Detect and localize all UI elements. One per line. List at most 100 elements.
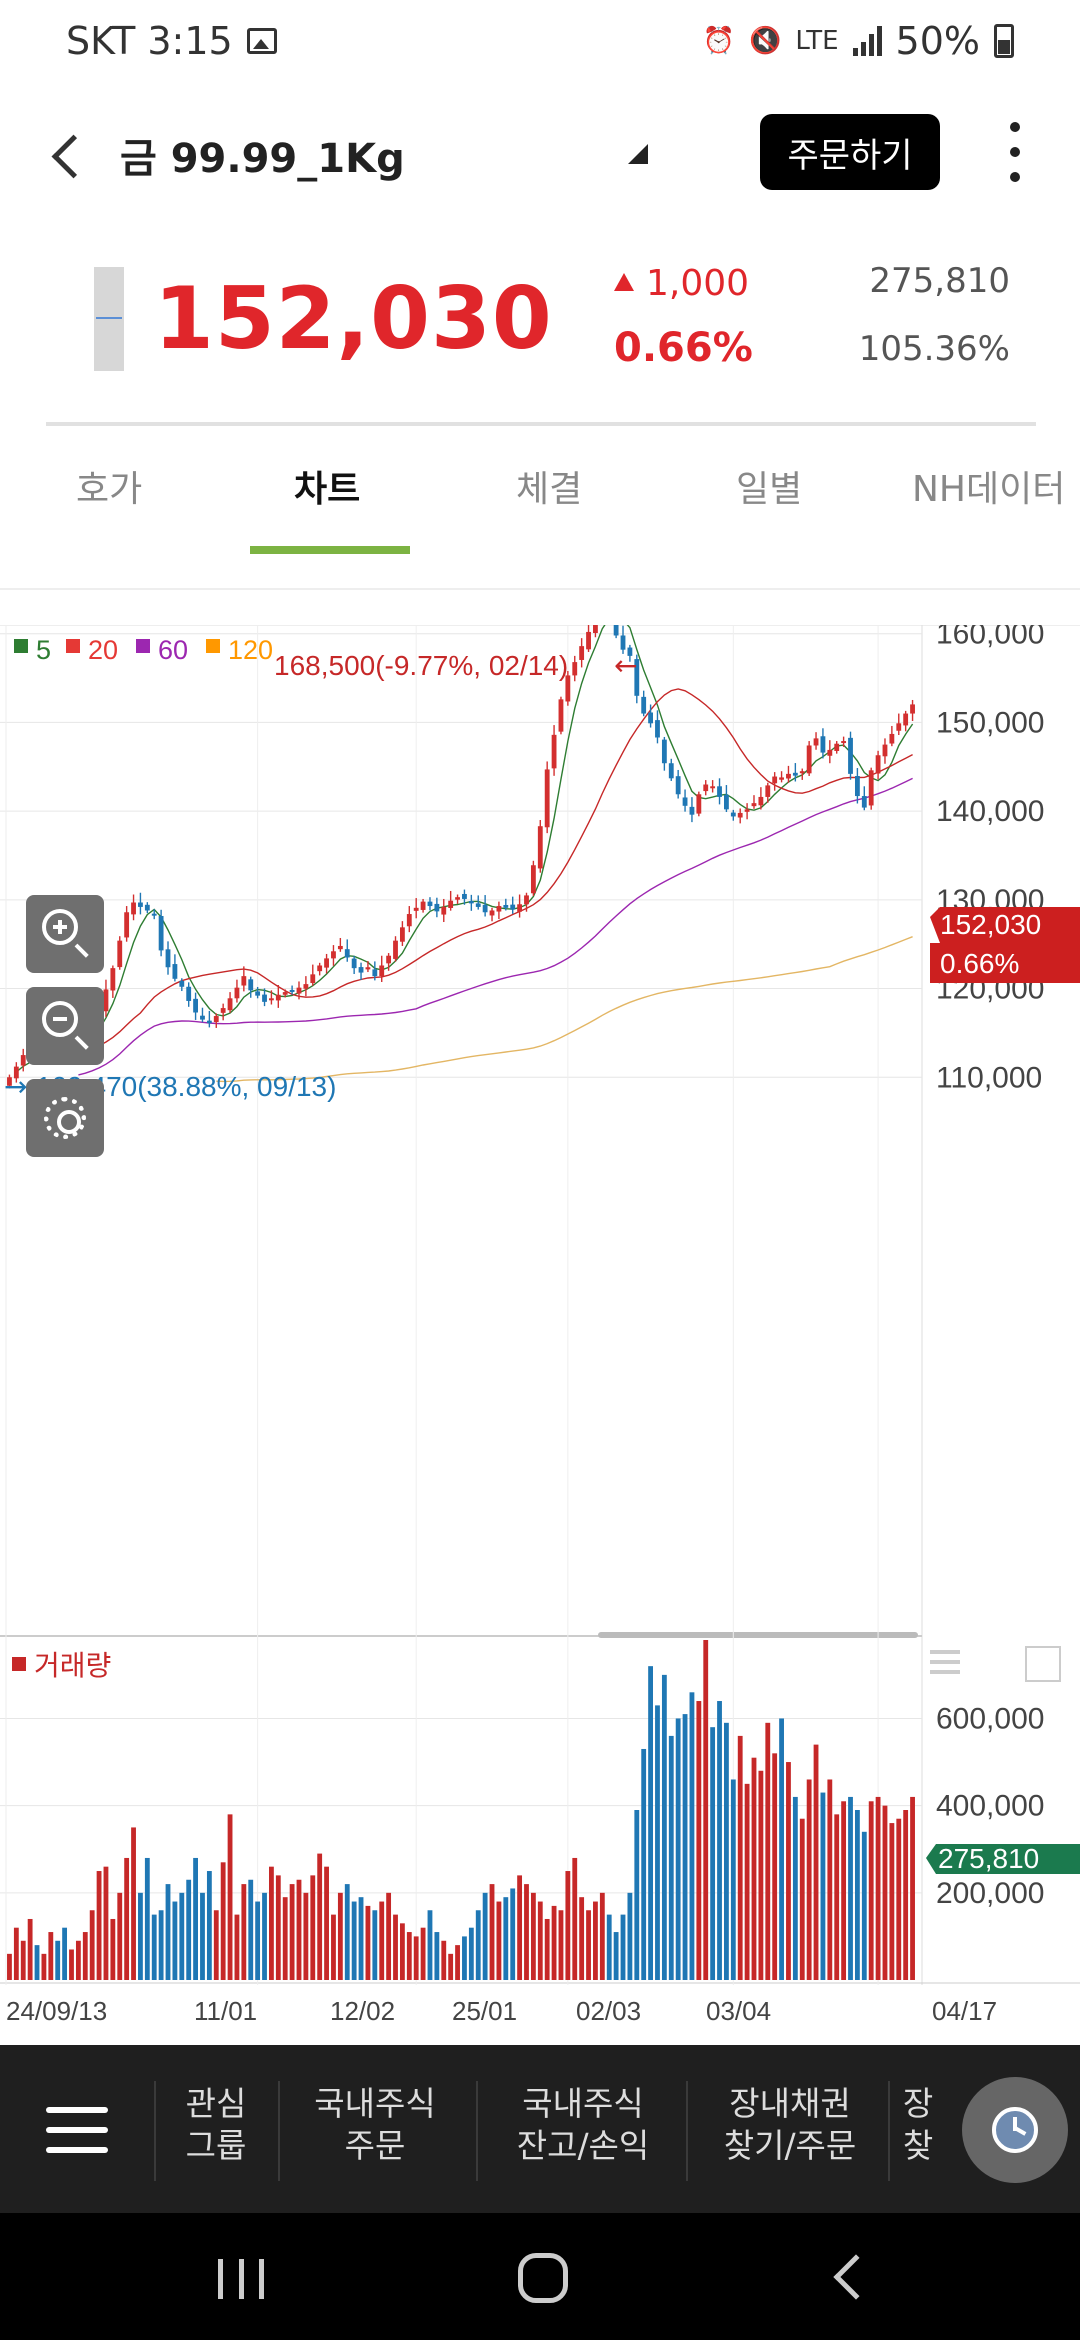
candle-body bbox=[372, 969, 378, 977]
zoom-out-button[interactable] bbox=[26, 987, 104, 1065]
candle-body bbox=[779, 777, 784, 780]
chart-settings-button[interactable] bbox=[26, 1079, 104, 1157]
candle-body bbox=[868, 770, 874, 806]
candle-body bbox=[399, 927, 405, 942]
volume-bar bbox=[537, 1901, 543, 1980]
volume-bar bbox=[441, 1940, 447, 1980]
volume-bar bbox=[792, 1796, 798, 1980]
candle-body bbox=[620, 635, 626, 650]
volume-bar bbox=[799, 1818, 805, 1980]
chart-svg[interactable]: 5 20 60 120 168,500(-9.77%, 02/14) ← → 1… bbox=[0, 625, 1080, 2040]
divider bbox=[686, 2081, 688, 2181]
candle-body bbox=[730, 812, 736, 817]
tab-chart[interactable]: 차트 bbox=[294, 469, 361, 510]
volume-bar bbox=[641, 1748, 647, 1980]
nav-watch-group[interactable]: 관심 그룹 bbox=[166, 2083, 266, 2167]
volume-bar bbox=[772, 1753, 778, 1980]
image-notification-icon bbox=[246, 28, 277, 54]
candle-body bbox=[717, 786, 722, 797]
panel-resize-handle bbox=[598, 1632, 918, 1638]
divider bbox=[888, 2081, 890, 2181]
candle-body bbox=[875, 755, 881, 774]
volume-bar bbox=[193, 1857, 198, 1980]
candle-body bbox=[179, 980, 185, 987]
candle-body bbox=[489, 910, 495, 916]
x-tick-label: 11/01 bbox=[194, 1996, 257, 2026]
nav-more[interactable]: 장 찾 bbox=[898, 2083, 938, 2167]
volume-bar bbox=[131, 1827, 136, 1980]
candle-body bbox=[310, 974, 316, 984]
candle-body bbox=[634, 659, 640, 696]
volume-bar bbox=[55, 1940, 61, 1980]
volume-bar bbox=[448, 1953, 454, 1980]
candle-body bbox=[565, 675, 571, 702]
candle-body bbox=[324, 958, 329, 968]
nav-domestic-order[interactable]: 국내주식 주문 bbox=[290, 2083, 460, 2167]
more-options-icon[interactable] bbox=[1000, 122, 1030, 182]
volume-bar bbox=[275, 1875, 281, 1980]
order-button[interactable]: 주문하기 bbox=[760, 114, 940, 190]
candle-body bbox=[896, 723, 902, 731]
candle-body bbox=[406, 914, 412, 927]
volume-bar bbox=[358, 1897, 364, 1980]
volume-bar bbox=[34, 1945, 40, 1980]
volume-bar bbox=[27, 1918, 33, 1980]
candle-body bbox=[668, 763, 674, 779]
volume-label: 거래량 bbox=[34, 1649, 111, 1682]
menu-icon[interactable] bbox=[46, 2107, 108, 2153]
recent-history-button[interactable] bbox=[962, 2077, 1068, 2183]
candle-body bbox=[675, 776, 681, 795]
volume-bar bbox=[413, 1936, 419, 1980]
candle-body bbox=[110, 968, 116, 991]
zoom-in-button[interactable] bbox=[26, 895, 104, 973]
volume-bar bbox=[13, 1927, 19, 1980]
volume-menu-icon bbox=[930, 1670, 960, 1674]
network-label: LTE bbox=[795, 26, 839, 56]
system-back-icon[interactable] bbox=[833, 2254, 879, 2300]
tab-nh-data[interactable]: NH데이터 bbox=[912, 469, 1066, 510]
x-tick-label: 25/01 bbox=[452, 1996, 517, 2026]
candle-body bbox=[441, 906, 447, 915]
candle-body bbox=[151, 913, 157, 916]
tab-bar: 호가 차트 체결 일별 NH데이터 bbox=[0, 440, 1080, 560]
nav-item-label: 국내주식 bbox=[522, 2084, 644, 2123]
volume-bar bbox=[806, 1779, 812, 1980]
volume-bar bbox=[551, 1905, 557, 1980]
volume-bar bbox=[875, 1796, 881, 1980]
product-title[interactable]: 금 99.99_1Kg bbox=[120, 136, 405, 182]
volume-bar bbox=[206, 1871, 212, 1980]
volume-bars bbox=[7, 1640, 915, 1980]
volume-bar bbox=[510, 1888, 516, 1980]
volume-bar bbox=[310, 1875, 316, 1980]
candle-body bbox=[186, 986, 192, 1001]
tab-hoga[interactable]: 호가 bbox=[76, 469, 143, 510]
x-tick-label: 04/17 bbox=[932, 1996, 997, 2026]
mute-icon: 🔇 bbox=[748, 26, 782, 56]
candle-body bbox=[848, 737, 853, 774]
candle-body bbox=[655, 720, 660, 738]
volume-bar bbox=[110, 1918, 116, 1980]
ma-20-line bbox=[36, 688, 913, 1062]
volume-bar bbox=[227, 1814, 233, 1980]
nav-domestic-balance[interactable]: 국내주식 잔고/손익 bbox=[488, 2083, 678, 2167]
tab-daily[interactable]: 일별 bbox=[736, 469, 803, 510]
volume-bar bbox=[393, 1914, 398, 1980]
current-price-tag-bg bbox=[930, 907, 1080, 943]
home-icon[interactable] bbox=[518, 2253, 568, 2303]
zoom-out-icon bbox=[42, 1001, 78, 1037]
back-arrow-icon[interactable] bbox=[36, 123, 100, 187]
volume-bar bbox=[406, 1932, 412, 1980]
dropdown-triangle-icon[interactable] bbox=[628, 144, 648, 164]
nav-bond-order[interactable]: 장내채권 찾기/주문 bbox=[700, 2083, 880, 2167]
price-chart[interactable]: 5 20 60 120 168,500(-9.77%, 02/14) ← → 1… bbox=[0, 625, 1080, 2040]
tab-trades[interactable]: 체결 bbox=[516, 469, 583, 510]
candle-body bbox=[558, 699, 564, 732]
clock-icon bbox=[992, 2107, 1038, 2153]
candle-body bbox=[131, 902, 136, 915]
candle-body bbox=[854, 776, 860, 797]
volume-tick-label: 200,000 bbox=[936, 1877, 1044, 1910]
candle-body bbox=[427, 901, 433, 907]
recent-apps-icon[interactable] bbox=[218, 2259, 264, 2299]
candle-body bbox=[296, 987, 302, 994]
volume-bar bbox=[269, 1866, 274, 1980]
